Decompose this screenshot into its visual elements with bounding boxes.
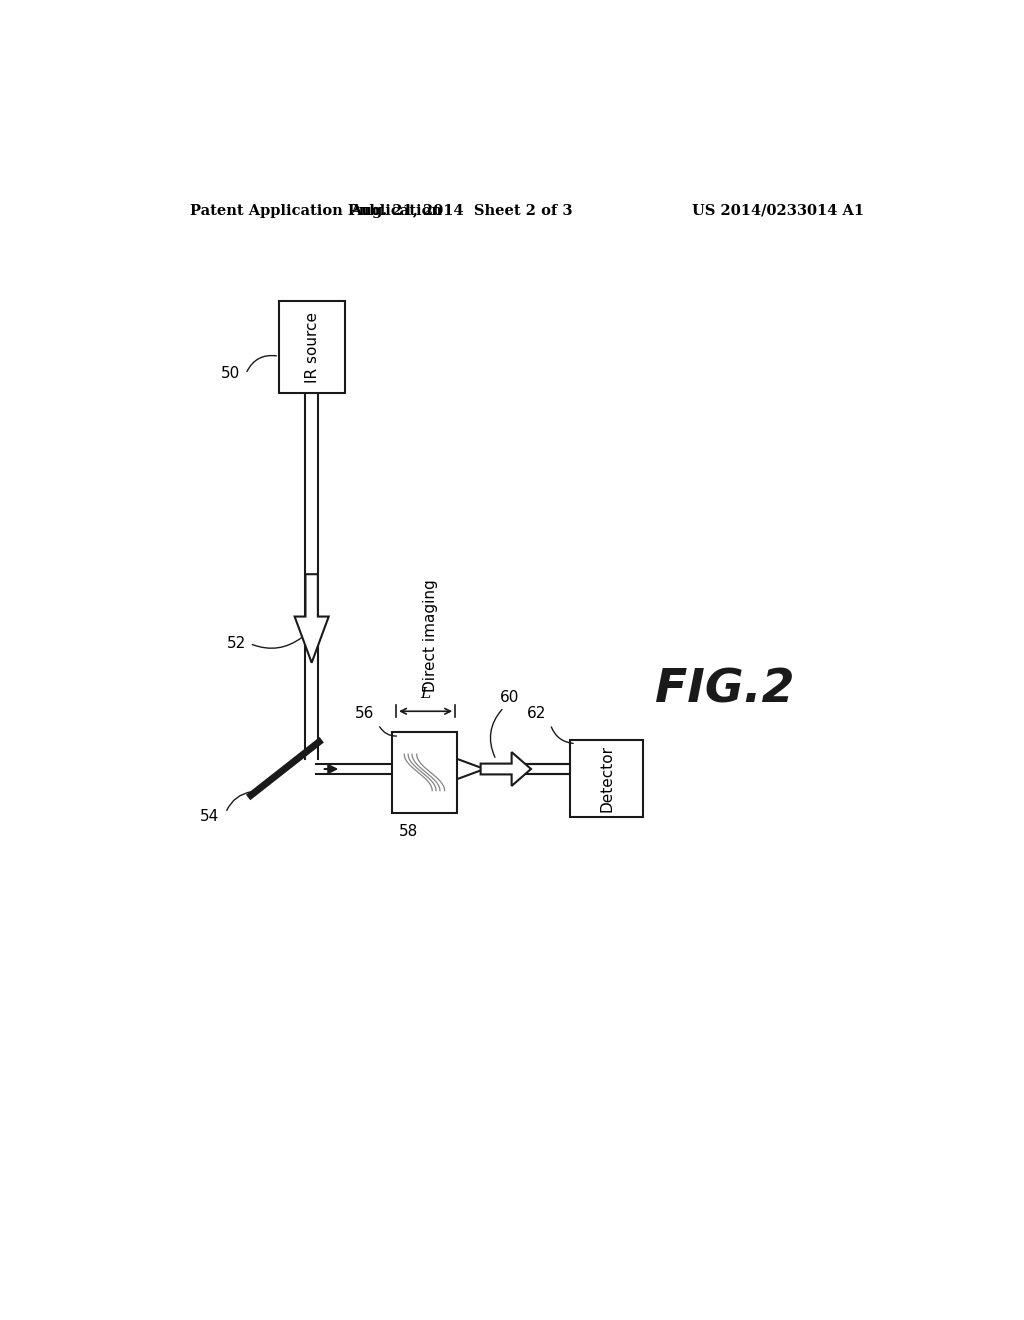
Text: Patent Application Publication: Patent Application Publication xyxy=(190,203,442,218)
Text: 62: 62 xyxy=(527,705,547,721)
Text: Direct imaging: Direct imaging xyxy=(423,579,437,692)
Polygon shape xyxy=(480,752,531,785)
Text: 60: 60 xyxy=(500,690,519,705)
Text: 50: 50 xyxy=(221,367,241,381)
Text: 56: 56 xyxy=(355,705,375,721)
Bar xyxy=(280,301,345,393)
Text: Detector: Detector xyxy=(599,744,614,812)
Text: 58: 58 xyxy=(399,825,419,840)
Text: L: L xyxy=(421,688,431,701)
Text: FIG.2: FIG.2 xyxy=(655,667,795,713)
Bar xyxy=(569,739,643,817)
Text: 52: 52 xyxy=(226,636,246,651)
Text: 54: 54 xyxy=(201,809,219,824)
Text: Aug. 21, 2014  Sheet 2 of 3: Aug. 21, 2014 Sheet 2 of 3 xyxy=(350,203,572,218)
Text: IR source: IR source xyxy=(304,312,319,383)
Bar xyxy=(391,733,458,813)
Polygon shape xyxy=(295,574,329,663)
Text: US 2014/0233014 A1: US 2014/0233014 A1 xyxy=(692,203,864,218)
